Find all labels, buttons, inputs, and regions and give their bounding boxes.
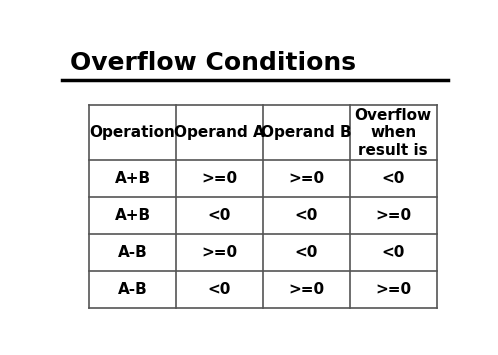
Text: Overflow
when
result is: Overflow when result is xyxy=(355,108,432,158)
Text: A-B: A-B xyxy=(118,282,147,297)
Text: <0: <0 xyxy=(381,171,405,186)
Text: >=0: >=0 xyxy=(202,245,238,260)
Text: >=0: >=0 xyxy=(288,171,324,186)
Text: A-B: A-B xyxy=(118,245,147,260)
Text: Operand B: Operand B xyxy=(261,125,352,140)
Text: <0: <0 xyxy=(295,245,318,260)
Text: <0: <0 xyxy=(208,282,231,297)
Text: >=0: >=0 xyxy=(375,282,411,297)
Text: Operand A: Operand A xyxy=(174,125,265,140)
Text: >=0: >=0 xyxy=(288,282,324,297)
Text: A+B: A+B xyxy=(115,171,151,186)
Text: Overflow Conditions: Overflow Conditions xyxy=(70,51,356,75)
Text: Operation: Operation xyxy=(90,125,176,140)
Text: >=0: >=0 xyxy=(375,208,411,223)
Text: <0: <0 xyxy=(208,208,231,223)
Text: <0: <0 xyxy=(295,208,318,223)
Text: >=0: >=0 xyxy=(202,171,238,186)
Text: A+B: A+B xyxy=(115,208,151,223)
Text: <0: <0 xyxy=(381,245,405,260)
